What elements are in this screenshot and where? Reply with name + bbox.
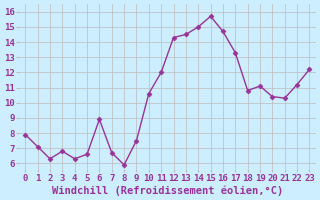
X-axis label: Windchill (Refroidissement éolien,°C): Windchill (Refroidissement éolien,°C) xyxy=(52,185,283,196)
